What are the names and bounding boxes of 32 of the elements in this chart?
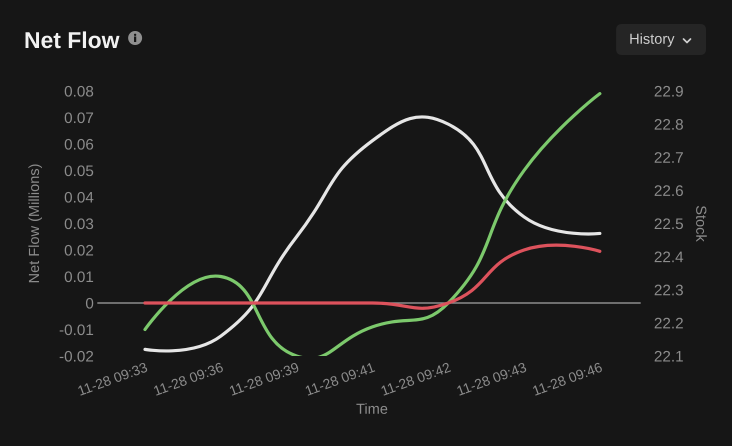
y-tick-label: -0.01 — [60, 324, 94, 336]
y-tick-label: -0.02 — [60, 350, 94, 362]
y2-tick-label: 22.4 — [654, 251, 684, 262]
y-tick-label: 0.05 — [64, 165, 94, 176]
y2-tick-label: 22.6 — [654, 185, 683, 196]
y-tick-label: 0.08 — [64, 86, 94, 97]
y2-axis-title: Stock — [696, 206, 707, 242]
chart-title: Net Flow — [26, 31, 120, 48]
y2-tick-label: 22.1 — [654, 350, 683, 362]
y2-tick-label: 22.2 — [654, 318, 683, 328]
x-tick-label: 11-28 09:36 — [153, 362, 224, 396]
x-tick-label: 11-28 09:46 — [532, 362, 603, 396]
x-tick-label: 11-28 09:41 — [304, 362, 376, 396]
y-axis-title: Net Flow (Millions) — [28, 164, 42, 282]
y-tick-label: 0.02 — [64, 244, 94, 256]
x-tick-label: 11-28 09:39 — [229, 362, 300, 396]
y-tick-label: 0.04 — [64, 192, 94, 203]
y-tick-label: 0.01 — [64, 271, 94, 282]
y-tick-label: 0 — [86, 298, 94, 309]
y-tick-label: 0.03 — [64, 218, 94, 230]
text: History — [630, 33, 674, 47]
x-tick-label: 11-28 09:43 — [456, 362, 527, 396]
y2-tick-label: 22.8 — [654, 118, 683, 130]
y2-tick-label: 22.9 — [654, 86, 683, 97]
x-tick-label: 11-28 09:33 — [77, 362, 148, 396]
x-axis-title: Time — [356, 403, 388, 414]
y2-tick-label: 22.5 — [654, 218, 683, 230]
y2-tick-label: 22.7 — [654, 152, 683, 163]
y-tick-label: 0.06 — [64, 138, 94, 150]
y-tick-label: 0.07 — [64, 112, 94, 124]
x-tick-label: 11-28 09:42 — [380, 362, 452, 396]
y2-tick-label: 22.3 — [654, 284, 683, 296]
